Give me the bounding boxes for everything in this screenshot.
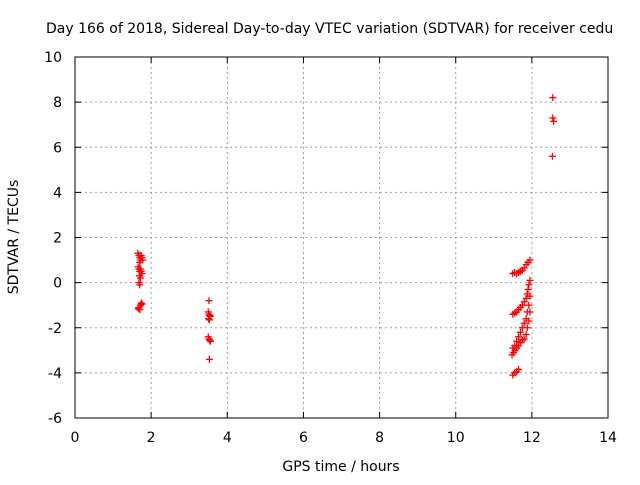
data-point [549,94,557,102]
data-point [522,331,530,339]
data-point [550,117,558,125]
data-point [516,328,524,336]
data-point [207,337,215,345]
data-point [525,301,533,309]
data-point [549,114,557,122]
data-point [526,276,534,284]
x-tick-label: 8 [375,430,384,446]
grid-layer [75,57,608,418]
data-point [134,305,142,313]
x-tick-label: 14 [599,430,617,446]
x-tick-label: 4 [223,430,232,446]
data-point [520,319,528,327]
data-point [206,312,214,320]
y-tick-label: 0 [53,276,62,292]
x-tick-label: 2 [147,430,156,446]
x-axis-label: GPS time / hours [282,459,399,475]
tick-layer: 0 2 4 6 8 10 12 14 -6 -4 -2 0 2 4 6 8 10 [44,50,617,446]
data-point [525,281,533,289]
data-point [515,333,523,341]
data-point [136,281,144,289]
chart-title: Day 166 of 2018, Sidereal Day-to-day VTE… [46,21,613,37]
data-point [526,308,534,316]
data-point [548,152,556,160]
data-point [524,285,532,293]
data-point [523,324,531,332]
data-point [136,306,144,314]
point-layer [134,94,558,379]
data-point [138,300,146,308]
data-point [526,292,534,300]
x-tick-label: 10 [447,430,465,446]
y-tick-label: -2 [48,321,62,337]
data-point [515,365,523,373]
x-tick-label: 6 [299,430,308,446]
y-tick-label: 6 [53,140,62,156]
data-point [513,337,521,345]
data-point [136,274,144,282]
y-tick-label: 8 [53,95,62,111]
y-tick-label: 2 [53,231,62,247]
data-point [206,336,214,344]
data-point [520,335,528,343]
y-tick-label: -4 [48,366,62,382]
y-tick-label: -6 [48,411,62,427]
data-point [205,355,213,363]
data-point [137,299,145,307]
data-point [526,256,534,264]
x-tick-label: 0 [71,430,80,446]
data-point [205,297,213,305]
data-point [525,317,533,325]
x-tick-label: 12 [523,430,541,446]
data-point [205,316,213,324]
y-tick-label: 10 [44,50,62,66]
y-axis-label: SDTVAR / TECUs [6,180,22,295]
data-point [522,294,530,302]
data-point [136,258,144,266]
y-tick-label: 4 [53,185,62,201]
